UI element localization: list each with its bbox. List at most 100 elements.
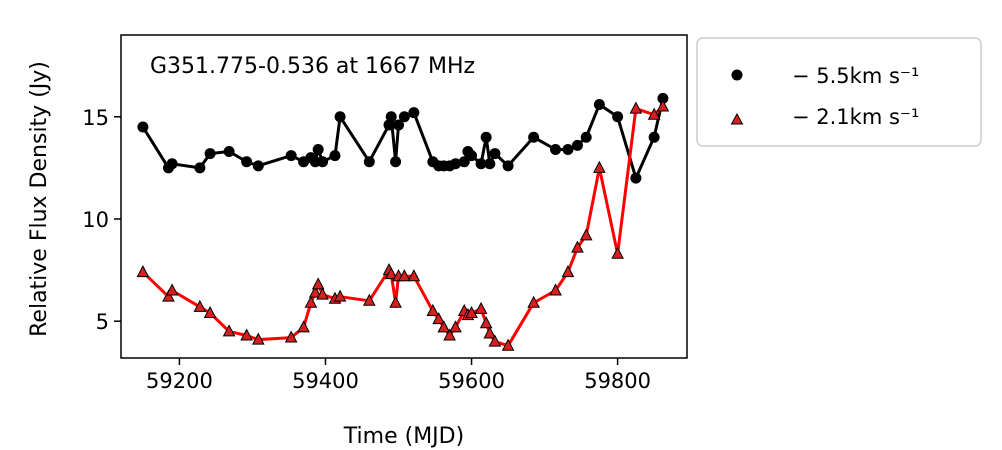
series-2-point (501, 338, 515, 351)
x-tick-label: 59400 (292, 369, 359, 393)
series-2-point (629, 101, 643, 114)
legend: − 5.5km s⁻¹ − 2.1km s⁻¹ (696, 37, 982, 147)
series-1-point (194, 162, 206, 174)
series-2-point (203, 305, 217, 319)
series-1-point (393, 119, 405, 131)
series-1-point (657, 92, 669, 104)
series-1-point (550, 143, 562, 155)
series-2-point (384, 267, 398, 280)
series-2-point (304, 295, 318, 308)
legend-frame (696, 37, 982, 147)
series-1-point (480, 131, 492, 143)
series-2-point (656, 99, 670, 112)
series-1-point (630, 172, 642, 184)
series-2-point (474, 301, 488, 314)
series-2-point (593, 160, 606, 173)
series-1-point (466, 150, 478, 162)
series-2-point (362, 293, 376, 306)
x-tick-label: 59600 (438, 369, 505, 393)
x-tick-label: 59200 (146, 369, 213, 393)
series-1-point (484, 158, 496, 170)
chart-title: G351.775-0.536 at 1667 MHz (150, 54, 475, 79)
series-line-1 (141, 98, 665, 180)
series-2-point (162, 289, 175, 302)
series-1-point (241, 156, 253, 168)
y-axis-label: Relative Flux Density (Jy) (27, 61, 52, 337)
series-1-point (137, 121, 149, 133)
series-2-point (527, 295, 540, 308)
series-1-point (562, 143, 574, 155)
series-1-point (223, 146, 235, 158)
series-2-point (465, 305, 478, 319)
legend-marker-triangle (730, 112, 744, 125)
series-1-point (648, 131, 660, 143)
series-1-point (571, 139, 583, 151)
series-2-point (437, 320, 451, 333)
y-axis: 5 10 15 (82, 106, 121, 334)
series-1-point (489, 148, 501, 160)
y-tick-label: 15 (82, 106, 109, 130)
series-layer (136, 92, 670, 351)
legend-marker-circle (731, 69, 743, 81)
series-2-point (407, 269, 421, 282)
legend-label-series-1: − 5.5km s⁻¹ (792, 64, 919, 88)
series-2-point (165, 283, 179, 296)
series-1-point (166, 158, 178, 170)
series-2-point (398, 269, 411, 282)
series-1-point (458, 156, 470, 168)
series-1-point (385, 111, 397, 123)
series-1-point (390, 156, 402, 168)
series-2-point (136, 265, 150, 278)
series-1-point (329, 150, 341, 162)
series-2-point (432, 312, 446, 325)
legend-label-series-2: − 2.1km s⁻¹ (792, 105, 919, 129)
series-2-point (193, 299, 207, 312)
series-2-point (479, 316, 493, 329)
series-2-point (571, 240, 584, 253)
series-2-point (483, 326, 497, 339)
series-2-point (561, 265, 575, 278)
y-tick-label: 10 (82, 208, 109, 232)
series-2-point (611, 246, 624, 259)
series-1-point (593, 99, 605, 111)
series-2-point (449, 320, 462, 333)
series-2-point (549, 283, 562, 296)
series-1-point (580, 131, 592, 143)
series-2-point (297, 320, 310, 333)
series-1-point (317, 156, 329, 168)
series-1-point (252, 160, 264, 172)
series-2-point (240, 328, 253, 341)
series-2-point (443, 328, 456, 341)
series-2-point (311, 277, 325, 290)
series-2-point (222, 324, 236, 337)
series-1-point (612, 111, 624, 123)
series-2-point (389, 295, 402, 308)
series-1-point (528, 131, 540, 143)
x-axis: 59200 59400 59600 59800 (146, 358, 651, 393)
series-1-point (334, 111, 346, 123)
series-2-point (251, 332, 265, 345)
y-tick-label: 5 (96, 310, 109, 334)
series-1-point (312, 143, 324, 155)
series-1-point (408, 107, 420, 119)
plot-area: G351.775-0.536 at 1667 MHz (120, 34, 688, 359)
series-1-point (502, 160, 514, 172)
series-1-point (398, 111, 410, 123)
series-2-point (647, 107, 661, 120)
series-2-point (488, 334, 502, 347)
series-2-point (579, 228, 593, 241)
x-tick-label: 59800 (584, 369, 651, 393)
x-axis-label: Time (MJD) (343, 424, 464, 449)
series-2-point (333, 289, 347, 302)
series-1-point (204, 148, 216, 160)
series-2-point (426, 303, 440, 316)
series-1-point (449, 158, 461, 170)
series-1-point (363, 156, 375, 168)
series-1-point (285, 150, 297, 162)
series-1-point (475, 158, 487, 170)
series-2-point (316, 287, 329, 300)
series-2-point (284, 330, 298, 343)
series-line-2 (141, 105, 664, 348)
series-2-point (308, 285, 322, 298)
